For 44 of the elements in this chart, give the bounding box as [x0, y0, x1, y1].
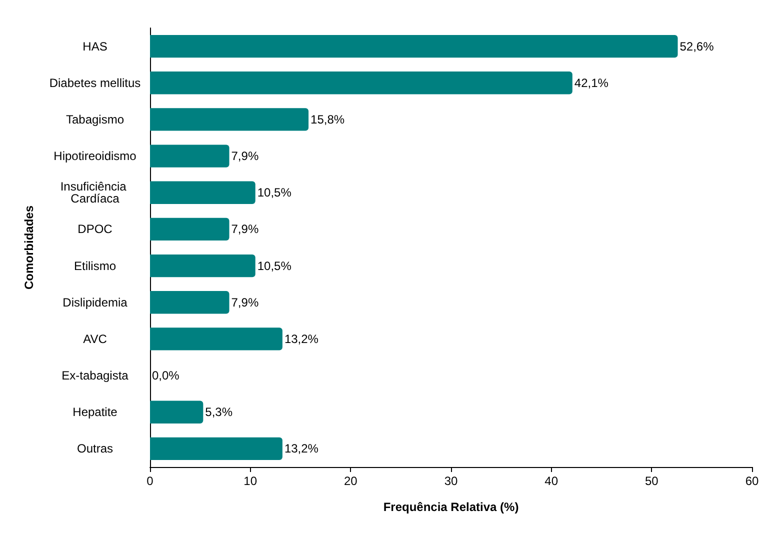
data-label: 10,5% — [257, 258, 292, 273]
x-tick-label: 10 — [244, 474, 258, 488]
bar — [150, 108, 309, 131]
y-tick-label: Hepatite — [72, 405, 118, 420]
x-tick-label: 0 — [146, 474, 154, 488]
y-tick-label: Outras — [76, 442, 114, 456]
y-tick-label: AVC — [83, 332, 108, 346]
y-tick-label: Diabetes mellitus — [49, 76, 141, 90]
y-tick-label: HAS — [82, 39, 108, 54]
x-axis-title: Frequência Relativa (%) — [383, 500, 519, 514]
y-tick-label: Hipotireoidismo — [54, 149, 137, 164]
x-tick-label: 20 — [344, 474, 358, 488]
y-tick-label: Insuficiência Cardíaca — [60, 180, 130, 206]
bar — [150, 34, 678, 58]
y-tick-label: Ex-tabagista — [62, 368, 129, 383]
data-label: 7,9% — [231, 149, 259, 164]
data-label: 10,5% — [257, 186, 292, 200]
x-tick-label: 30 — [444, 474, 458, 488]
data-label: 13,2% — [284, 442, 319, 456]
y-axis-title: Comorbidades — [22, 205, 36, 290]
data-label: 0,0% — [152, 368, 180, 383]
bar — [150, 254, 256, 278]
data-label: 42,1% — [574, 76, 609, 90]
data-label: 7,9% — [231, 295, 259, 310]
bar — [150, 291, 230, 314]
bar — [150, 328, 282, 350]
bar — [150, 218, 230, 241]
y-tick-label: Etilismo — [74, 258, 116, 273]
x-tick-label: 50 — [644, 474, 659, 488]
data-label: 15,8% — [310, 112, 345, 126]
x-tick-label: 40 — [544, 474, 558, 488]
y-tick-label: DPOC — [78, 222, 113, 236]
data-label: 5,3% — [205, 405, 233, 420]
bar — [150, 181, 256, 204]
x-tick-label: 60 — [745, 474, 759, 488]
y-tick-label: Dislipidemia — [62, 295, 128, 310]
data-label: 7,9% — [231, 222, 259, 236]
data-label: 13,2% — [284, 332, 319, 346]
bar — [150, 72, 572, 94]
data-label: 52,6% — [680, 39, 714, 54]
bar — [150, 437, 282, 460]
bar — [150, 144, 230, 168]
bar — [150, 400, 204, 424]
y-tick-label: Tabagismo — [66, 112, 124, 126]
